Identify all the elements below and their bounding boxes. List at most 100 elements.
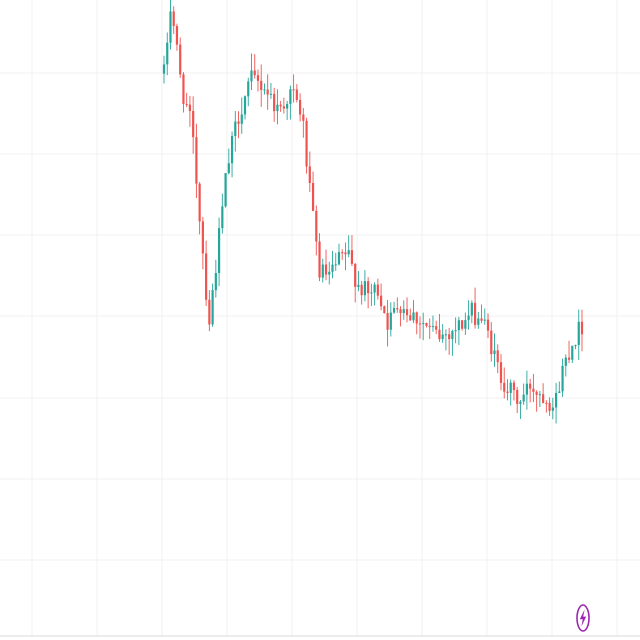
candle [415,311,418,335]
candle-body [357,284,360,287]
candle [350,235,354,267]
candle [282,97,285,114]
candle-body [195,137,198,184]
candle [260,64,263,107]
candle [182,72,185,113]
candle [247,77,250,107]
candle-body [240,114,243,124]
candle-body [431,326,435,328]
candle [175,23,179,51]
candle-body [295,89,298,100]
candle-body [542,394,545,403]
candle [263,83,266,95]
candle-body [480,318,483,321]
candle-body [373,284,376,293]
candle-body [490,330,493,355]
candle-body [548,402,551,411]
candle [266,74,269,110]
candle-body [192,110,195,138]
candle-body [457,320,460,331]
candle [289,85,292,120]
candle-body [331,264,334,272]
candle-body [286,103,289,109]
candle [438,314,441,342]
candle [512,380,516,401]
candle [422,312,425,341]
candle [344,242,347,271]
candle [318,233,321,282]
candle-body [337,252,341,265]
candle [376,278,379,300]
candle-body [243,96,247,115]
candle-body [577,321,580,345]
candle [551,397,554,420]
candle-body [298,99,302,115]
candle [302,107,305,138]
candle-body [328,271,331,275]
candle [425,322,428,328]
candle [405,297,409,323]
candle-body [302,114,305,121]
candle [357,271,360,292]
candle [428,318,431,340]
candle-body [545,402,548,404]
candle [308,151,311,192]
candle-body [279,104,282,107]
candle [230,131,234,178]
candle [311,171,315,212]
candle-body [208,299,211,325]
candle [525,370,529,410]
candle [574,344,577,350]
candle [399,306,402,327]
candle [240,97,243,134]
candle [367,277,370,309]
candle [221,193,224,234]
candle [192,96,195,154]
candle-body [422,322,425,324]
candle-body [256,75,260,81]
candle-body [205,253,208,300]
candle-body [260,80,263,90]
candle [386,299,389,347]
candle [441,324,444,343]
candle-body [571,345,574,360]
candle [195,123,198,199]
candle-body [211,290,214,325]
candle-body [503,382,506,392]
candle-body [188,104,192,111]
candle-body [392,308,396,313]
lightning-bolt-icon[interactable] [576,604,590,632]
candle-body [435,326,438,330]
candle [172,6,175,35]
candle-body [493,350,496,355]
candle [538,390,541,407]
candle-body [341,252,344,254]
candle [360,280,363,305]
candle-body [237,121,240,124]
candle [412,300,415,324]
candle [237,111,240,139]
candle-body [467,315,470,321]
candle [347,235,350,258]
candle-body [496,350,499,363]
candle-body [389,312,392,330]
candle-body [473,302,477,325]
candle-body [461,320,464,329]
candle-body [412,312,415,321]
candle [580,309,584,352]
candle [409,308,412,321]
candle [334,252,337,271]
candle-body [289,89,292,104]
candle-body [470,302,473,316]
candle-body [367,281,370,294]
candle-body [269,93,273,95]
candle-body [227,163,230,174]
candle [564,354,567,377]
candle-body [198,183,201,222]
candle-body [451,330,454,340]
candle [286,100,289,120]
candle [396,297,399,313]
candle [448,327,451,355]
